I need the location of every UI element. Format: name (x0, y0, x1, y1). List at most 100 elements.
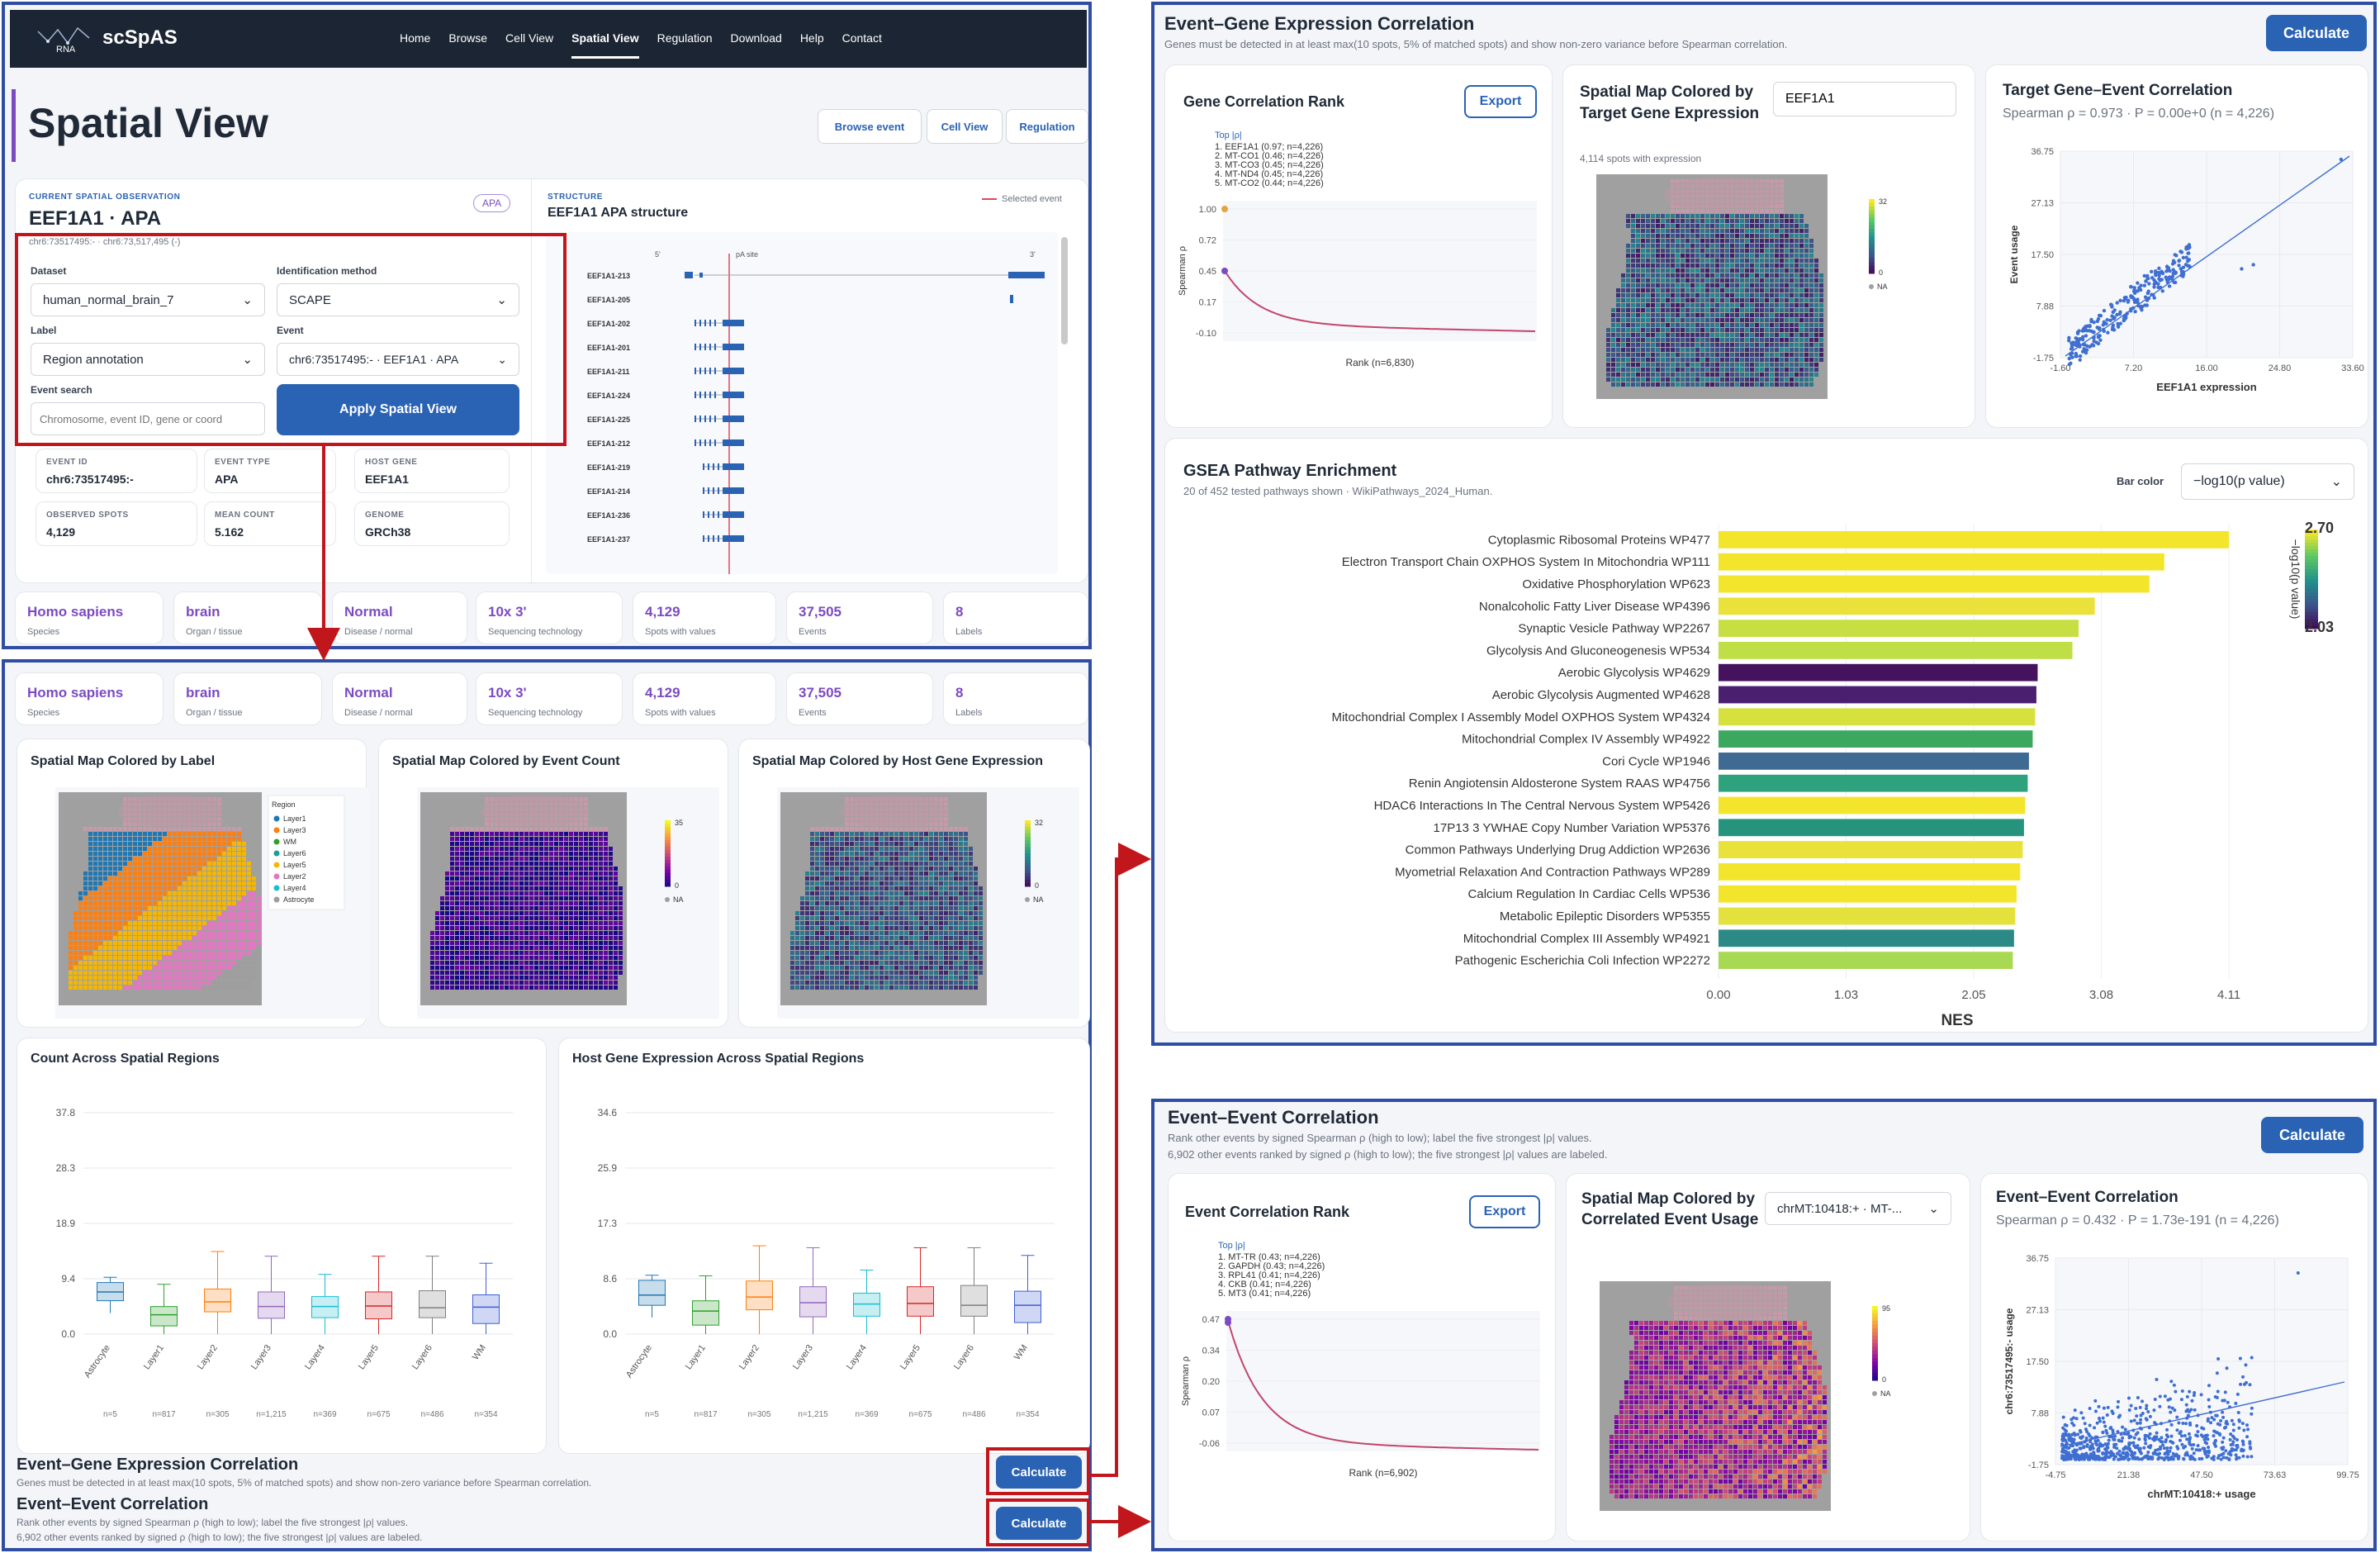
spot (153, 842, 157, 846)
spot (594, 842, 598, 846)
spot (924, 867, 928, 871)
spot (554, 946, 558, 950)
spot (450, 981, 454, 985)
ee-calculate-button[interactable]: Calculate (996, 1507, 1082, 1540)
spot (83, 921, 88, 925)
label-select[interactable]: Region annotation ⌄ (31, 343, 265, 376)
spot (899, 951, 903, 955)
top-item: 1. EEF1A1 (0.97; n=4,226) (1215, 142, 1323, 152)
spot (460, 926, 464, 930)
spot (589, 847, 593, 851)
spot (589, 981, 593, 985)
event-select[interactable]: chr6:73517495:- · EEF1A1 · APA ⌄ (277, 343, 519, 376)
spot (850, 931, 854, 935)
spot (490, 827, 494, 831)
spot (884, 966, 889, 970)
top-item: 3. MT-CO3 (0.45; n=4,226) (1215, 160, 1324, 170)
spot (1685, 219, 1690, 223)
nav-spatial-view[interactable]: Spatial View (571, 31, 639, 59)
n-label: n=305 (747, 1410, 771, 1419)
spot (470, 966, 474, 970)
spot (924, 891, 928, 895)
spot (805, 936, 809, 940)
spot (118, 881, 122, 886)
nav-cell-view[interactable]: Cell View (505, 31, 554, 45)
spot (153, 891, 157, 895)
spot (113, 881, 117, 886)
count-box-card: Count Across Spatial Regions 37.8 28.3 18.… (17, 1038, 547, 1454)
spot (475, 852, 479, 856)
nav-help[interactable]: Help (799, 31, 824, 45)
spot (865, 966, 869, 970)
eg-calculate-button[interactable]: Calculate (2266, 15, 2367, 51)
spot (153, 886, 157, 890)
spot (1740, 249, 1744, 253)
event-search-input[interactable] (31, 402, 265, 435)
spot (855, 931, 859, 935)
spot (875, 847, 879, 851)
nav-home[interactable]: Home (400, 31, 431, 45)
spot (529, 862, 533, 866)
spot (519, 852, 524, 856)
structure-scrollbar[interactable] (1061, 237, 1068, 344)
spot (242, 896, 246, 900)
brand-name[interactable]: scSpAS (102, 26, 178, 49)
logo-icon[interactable] (35, 23, 94, 56)
spot (519, 896, 524, 900)
spot (825, 941, 829, 945)
spot (455, 832, 459, 836)
spot (554, 931, 558, 935)
spot (242, 867, 246, 871)
spot (969, 881, 973, 886)
spot (158, 946, 162, 950)
spot (569, 852, 573, 856)
spot (599, 981, 603, 985)
spot (252, 916, 256, 920)
cell-view-button[interactable]: Cell View (927, 109, 1003, 144)
spot (83, 886, 88, 890)
spot (93, 985, 97, 990)
nav-download[interactable]: Download (730, 31, 782, 45)
spot (108, 842, 112, 846)
spot (103, 876, 107, 881)
spot (78, 896, 83, 900)
nav-browse[interactable]: Browse (448, 31, 488, 45)
spot (929, 936, 933, 940)
exon (723, 320, 744, 326)
spot (569, 881, 573, 886)
nav-contact[interactable]: Contact (842, 31, 882, 45)
spot (559, 985, 563, 990)
nav-regulation[interactable]: Regulation (657, 31, 713, 45)
spot (187, 911, 192, 915)
dataset-select[interactable]: human_normal_brain_7 ⌄ (31, 283, 265, 316)
spot (879, 876, 884, 881)
browse-event-button[interactable]: Browse event (818, 109, 922, 144)
spot (949, 926, 953, 930)
spot (825, 911, 829, 915)
spot (510, 951, 514, 955)
spot (569, 941, 573, 945)
spot (455, 941, 459, 945)
spot (1646, 244, 1650, 248)
spot (964, 871, 968, 876)
target-gene-input[interactable] (1773, 82, 1956, 116)
spot (539, 961, 543, 965)
method-select[interactable]: SCAPE ⌄ (277, 283, 519, 316)
spot (889, 852, 894, 856)
spot (979, 911, 983, 915)
spot (450, 941, 454, 945)
colorbar-segment (1025, 827, 1031, 831)
apply-spatial-view-button[interactable]: Apply Spatial View (277, 384, 519, 435)
spot (445, 896, 449, 900)
method-value: SCAPE (289, 292, 331, 307)
eg-calculate-button[interactable]: Calculate (996, 1456, 1082, 1489)
spot (178, 976, 182, 980)
spot (1765, 179, 1769, 183)
spot (1720, 234, 1724, 238)
export-button[interactable]: Export (1464, 85, 1537, 118)
spot (178, 926, 182, 930)
regulation-button[interactable]: Regulation (1006, 109, 1088, 144)
spot (207, 946, 211, 950)
spot (133, 966, 137, 970)
spot (128, 985, 132, 990)
